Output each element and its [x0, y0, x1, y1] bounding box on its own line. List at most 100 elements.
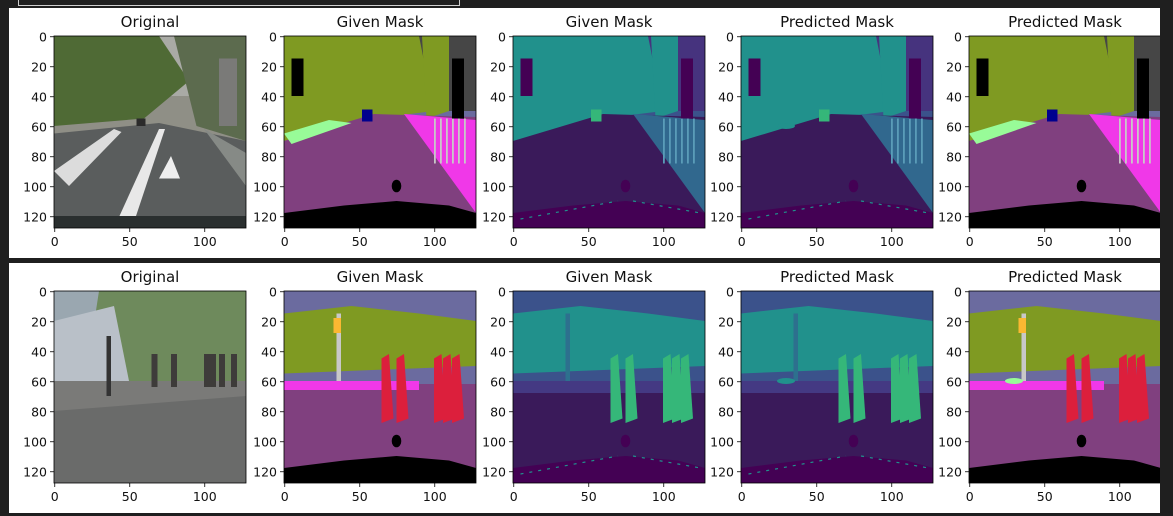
x-tick-label: 100: [1108, 234, 1132, 249]
y-tick-label: 100: [938, 179, 962, 194]
x-tick-label: 50: [1037, 234, 1053, 249]
y-tick-label: 80: [490, 404, 506, 419]
y-tick-label: 80: [946, 149, 962, 164]
y-tick-label: 100: [938, 434, 962, 449]
y-tick-label: 100: [710, 179, 734, 194]
panel-r2-c3: Given Mask 0 20 40 60 80 100 120 0 50 100: [482, 268, 706, 504]
panel-title: Given Mask: [566, 268, 653, 286]
panel-r1-c4: Predicted Mask 0 20 40 60 80 100 120 0 50 100: [710, 13, 934, 249]
previous-output-fragment: [18, 0, 460, 6]
y-tick-label: 60: [31, 374, 47, 389]
y-tick-label: 40: [718, 344, 734, 359]
x-tick-label: 0: [738, 234, 746, 249]
y-tick-label: 80: [718, 404, 734, 419]
y-tick-label: 0: [39, 284, 47, 299]
y-tick-label: 120: [482, 464, 506, 479]
y-tick-label: 80: [31, 149, 47, 164]
x-tick-label: 50: [122, 489, 138, 504]
x-tick-label: 100: [193, 489, 217, 504]
x-tick-label: 50: [581, 489, 597, 504]
top-output-edge: [0, 0, 1173, 9]
x-tick-label: 50: [122, 234, 138, 249]
y-tick-label: 120: [938, 209, 962, 224]
panel-title: Original: [121, 13, 180, 31]
x-tick-label: 0: [738, 489, 746, 504]
panel-image: [741, 291, 933, 483]
x-tick-label: 0: [966, 234, 974, 249]
y-tick-label: 0: [726, 29, 734, 44]
x-tick-label: 50: [1037, 489, 1053, 504]
y-tick-label: 60: [946, 374, 962, 389]
panel-r1-c1: Original 0 20 40 60 80 100 120 0 50 100: [23, 13, 247, 249]
panel-r1-c3: Given Mask 0 20 40 60 80 100 120 0 50 100: [482, 13, 706, 249]
panel-title: Predicted Mask: [780, 13, 894, 31]
panel-r2-c2: Given Mask 0 20 40 60 80 100 120 0 50 100: [253, 268, 477, 504]
y-tick-label: 0: [726, 284, 734, 299]
x-tick-label: 100: [880, 489, 904, 504]
y-tick-label: 60: [490, 119, 506, 134]
axes-frame: [53, 290, 247, 484]
panel-image: [513, 291, 705, 483]
figure-row-2: Original 0 20 40 60 80 100 120 0 50 100 Given Mask 0…: [9, 263, 1160, 513]
y-tick-label: 80: [31, 404, 47, 419]
panel-title: Original: [121, 268, 180, 286]
y-tick-label: 40: [718, 89, 734, 104]
y-tick-label: 100: [482, 179, 506, 194]
y-tick-label: 40: [31, 344, 47, 359]
y-tick-label: 40: [946, 89, 962, 104]
axes-frame: [740, 35, 934, 229]
y-tick-label: 120: [482, 209, 506, 224]
axes-frame: [968, 290, 1160, 484]
figure-row-2-plot: Original 0 20 40 60 80 100 120 0 50 100 Given Mask 0…: [23, 268, 1160, 504]
axes-frame: [512, 35, 706, 229]
y-tick-label: 0: [954, 29, 962, 44]
panel-image: [54, 36, 246, 228]
y-tick-label: 60: [31, 119, 47, 134]
x-tick-label: 0: [510, 489, 518, 504]
y-tick-label: 80: [718, 149, 734, 164]
panel-image: [741, 36, 933, 228]
y-tick-label: 40: [946, 344, 962, 359]
y-tick-label: 120: [938, 464, 962, 479]
panel-image: [969, 36, 1160, 228]
x-tick-label: 0: [510, 234, 518, 249]
panel-image: [284, 291, 476, 483]
y-tick-label: 80: [261, 149, 277, 164]
axes-frame: [512, 290, 706, 484]
y-tick-label: 0: [498, 29, 506, 44]
y-tick-label: 120: [710, 464, 734, 479]
y-tick-label: 100: [253, 179, 277, 194]
x-tick-label: 0: [966, 489, 974, 504]
panel-r1-c2: Given Mask 0 20 40 60 80 100 120 0 50 100: [253, 13, 477, 249]
panel-r1-c5: Predicted Mask 0 20 40 60 80 100 120 0 50 100: [938, 13, 1160, 249]
y-tick-label: 20: [718, 59, 734, 74]
y-tick-label: 100: [253, 434, 277, 449]
panel-image: [513, 36, 705, 228]
panel-image: [284, 36, 476, 228]
panel-image: [969, 291, 1160, 483]
y-tick-label: 20: [261, 59, 277, 74]
axes-frame: [968, 35, 1160, 229]
panel-r2-c1: Original 0 20 40 60 80 100 120 0 50 100: [23, 268, 247, 504]
x-tick-label: 50: [352, 234, 368, 249]
x-tick-label: 100: [652, 234, 676, 249]
x-tick-label: 0: [51, 489, 59, 504]
y-tick-label: 100: [482, 434, 506, 449]
x-tick-label: 50: [581, 234, 597, 249]
figure-row-1: Original 0 20 40 60 80 100 120 0 50 100 Given Mask 0…: [9, 8, 1160, 258]
y-tick-label: 60: [718, 374, 734, 389]
figure-row-1-plot: Original 0 20 40 60 80 100 120 0 50 100 Given Mask 0…: [23, 13, 1160, 249]
y-tick-label: 20: [946, 59, 962, 74]
y-tick-label: 40: [490, 89, 506, 104]
panel-title: Predicted Mask: [1008, 13, 1122, 31]
y-tick-label: 120: [253, 209, 277, 224]
x-tick-label: 0: [281, 489, 289, 504]
y-tick-label: 0: [498, 284, 506, 299]
y-tick-label: 20: [490, 59, 506, 74]
axes-frame: [283, 35, 477, 229]
x-tick-label: 50: [809, 489, 825, 504]
panel-r2-c4: Predicted Mask 0 20 40 60 80 100 120 0 50 100: [710, 268, 934, 504]
y-tick-label: 120: [23, 209, 47, 224]
y-tick-label: 60: [490, 374, 506, 389]
y-tick-label: 80: [946, 404, 962, 419]
